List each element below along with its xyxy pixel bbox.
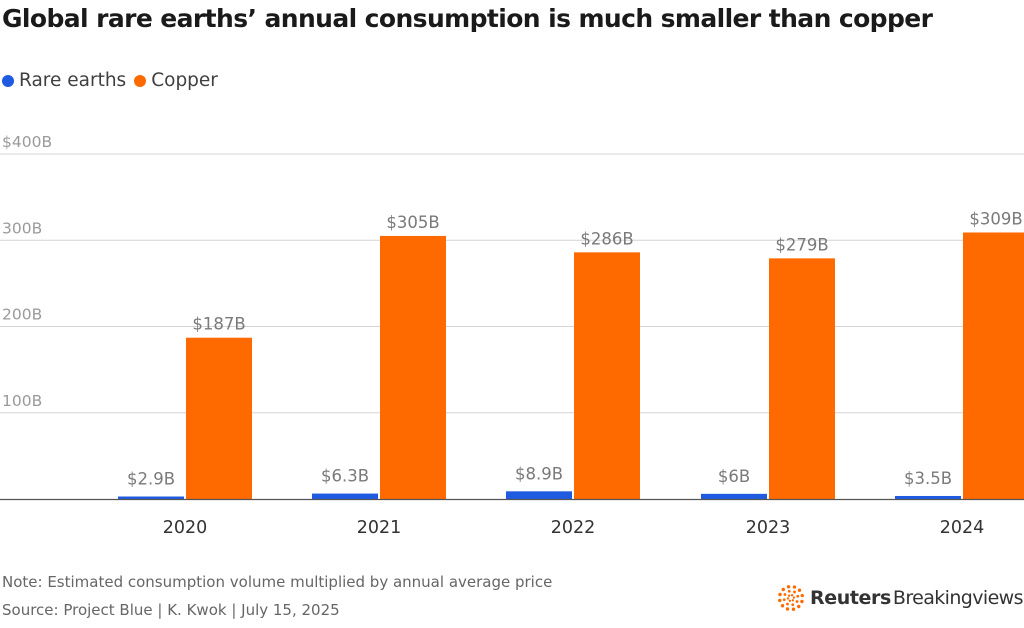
bar-rare-earths: [506, 491, 572, 499]
logo-dot: [778, 598, 782, 603]
x-tick-label: 2022: [551, 518, 596, 538]
y-tick-label: 300B: [2, 219, 42, 237]
logo-dot: [782, 598, 786, 602]
data-label-rare-earths: $3.5B: [904, 469, 952, 488]
logo-dot: [785, 607, 790, 611]
x-tick-label: 2021: [357, 518, 402, 538]
logo-dot: [787, 589, 791, 593]
brand-product: Breakingviews: [892, 587, 1024, 609]
data-label-copper: $286B: [580, 229, 633, 248]
logo-dot: [792, 596, 796, 599]
legend-swatch-rare-earths: [2, 74, 14, 87]
bar-copper: [769, 258, 835, 499]
logo-dot: [790, 594, 794, 597]
logo-dot: [792, 585, 797, 589]
legend-item-rare-earths: Rare earths: [2, 70, 126, 91]
legend-label-rare-earths: Rare earths: [19, 70, 127, 91]
chart-note: Note: Estimated consumption volume multi…: [2, 573, 553, 591]
y-tick-label: 100B: [2, 392, 42, 410]
data-label-rare-earths: $8.9B: [515, 464, 563, 483]
y-tick-label: $400B: [2, 133, 52, 151]
logo-dot: [781, 587, 785, 592]
data-label-copper: $309B: [969, 209, 1022, 228]
legend-label-copper: Copper: [151, 70, 218, 91]
data-label-rare-earths: $6B: [718, 467, 750, 486]
logo-dot: [795, 600, 799, 603]
logo-dot: [793, 590, 796, 594]
logo-dot: [778, 592, 782, 597]
logo-dot: [787, 594, 791, 597]
x-tick-label: 2023: [746, 518, 791, 538]
logo-dot: [797, 604, 801, 609]
logo-dot: [800, 593, 804, 598]
data-label-copper: $187B: [192, 315, 245, 334]
logo-dot: [788, 599, 792, 602]
bar-copper: [186, 337, 252, 499]
data-label-copper: $305B: [386, 213, 439, 232]
legend-swatch-copper: [134, 74, 147, 87]
bar-rare-earths: [118, 496, 184, 499]
logo-dot: [786, 597, 790, 600]
legend: Rare earths Copper: [2, 70, 226, 91]
logo-dot: [796, 594, 800, 598]
y-tick-label: 200B: [2, 306, 42, 324]
logo-dot: [791, 603, 795, 607]
chart-source: Source: Project Blue | K. Kwok | July 15…: [2, 601, 340, 619]
bar-copper: [574, 252, 640, 499]
logo-dot: [791, 599, 795, 602]
bar-rare-earths: [895, 495, 961, 499]
data-label-rare-earths: $6.3B: [321, 467, 369, 486]
data-label-copper: $279B: [775, 235, 828, 254]
bar-copper: [963, 232, 1024, 500]
data-label-rare-earths: $2.9B: [127, 469, 175, 488]
legend-item-copper: Copper: [134, 70, 218, 91]
brand-name: Reuters: [810, 587, 891, 609]
brand-logo: Reuters Breakingviews: [778, 585, 1024, 611]
bar-rare-earths: [701, 493, 767, 499]
bar-copper: [380, 235, 446, 499]
bar-rare-earths: [312, 493, 378, 499]
x-tick-label: 2020: [163, 518, 208, 538]
chart-title: Global rare earths’ annual consumption i…: [2, 4, 933, 33]
logo-dot: [786, 602, 789, 606]
logo-dot: [791, 607, 796, 611]
logo-dot: [797, 588, 802, 592]
x-tick-label: 2024: [940, 518, 985, 538]
logo-dot: [800, 599, 804, 604]
reuters-dots-icon: [778, 585, 804, 611]
bar-chart: 100B 200B 300B $400B $2.9B $187B 2020 $6.3B $305…: [0, 133, 1024, 538]
logo-dot: [783, 593, 787, 596]
logo-dot: [780, 604, 785, 608]
logo-dot: [786, 585, 791, 589]
